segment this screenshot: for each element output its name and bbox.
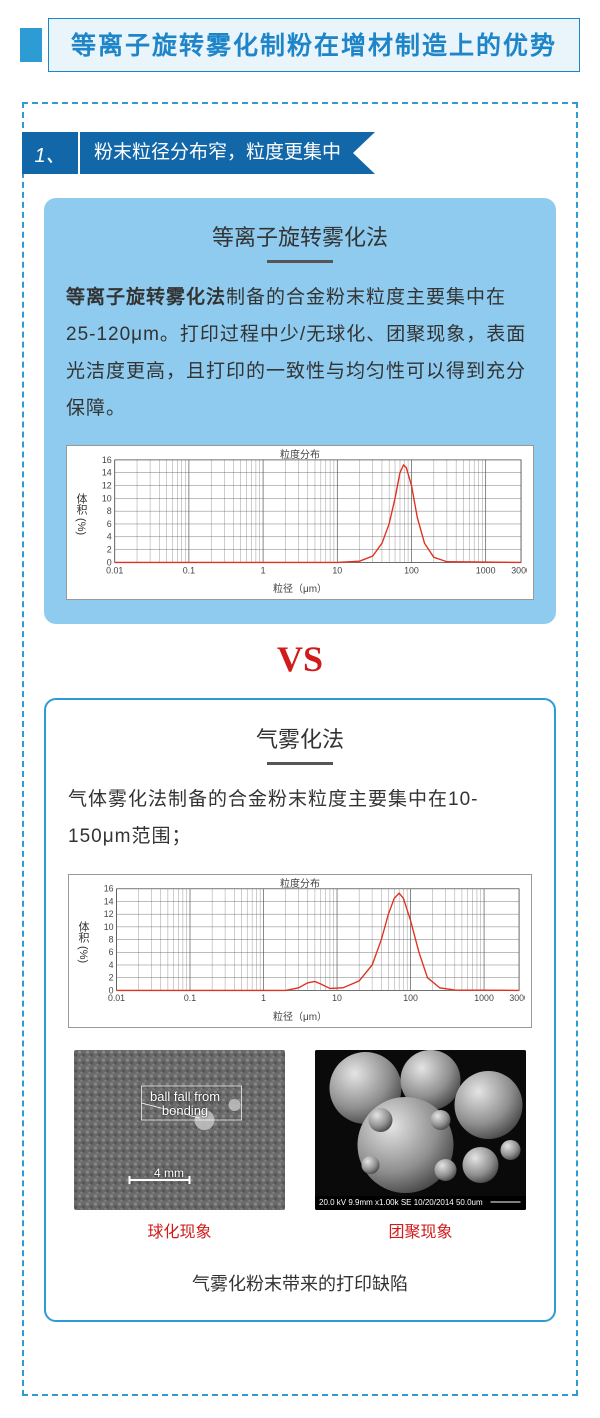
defect-note: 气雾化粉末带来的打印缺陷 [68, 1270, 532, 1296]
sem1-caption: 球化现象 [74, 1218, 285, 1242]
svg-text:1000: 1000 [474, 993, 494, 1003]
sem-col-1: ball fall frombonding 4 mm 球化现象 [74, 1050, 285, 1242]
svg-text:8: 8 [109, 934, 114, 944]
svg-text:6: 6 [109, 947, 114, 957]
svg-text:4: 4 [107, 532, 112, 542]
sem-image-1: ball fall frombonding 4 mm [74, 1050, 285, 1210]
chart-a-svg: 02468101214160.010.111010010003000 [93, 450, 527, 578]
sem1-annotation: ball fall frombonding [150, 1090, 220, 1119]
sem1-scale: 4 mm [154, 1166, 184, 1180]
svg-text:10: 10 [332, 993, 342, 1003]
page-title: 等离子旋转雾化制粉在增材制造上的优势 [48, 18, 580, 72]
vs-label: VS [24, 638, 576, 680]
method-a-title: 等离子旋转雾化法 [66, 220, 534, 252]
svg-text:14: 14 [104, 896, 114, 906]
method-a-body: 等离子旋转雾化法制备的合金粉末粒度主要集中在25-120μm。打印过程中少/无球… [66, 279, 534, 427]
svg-text:1: 1 [261, 565, 266, 575]
title-underline [267, 260, 333, 263]
page-title-bar: 等离子旋转雾化制粉在增材制造上的优势 [20, 18, 580, 72]
chart-a-wrap: 粒度分布 体积 (%) 02468101214160.010.111010010… [66, 445, 534, 600]
svg-text:3000: 3000 [511, 565, 527, 575]
sem2-meta: 20.0 kV 9.9mm x1.00k SE 10/20/2014 50.0u… [319, 1198, 483, 1207]
svg-text:0.1: 0.1 [183, 565, 195, 575]
svg-text:14: 14 [102, 468, 112, 478]
svg-text:100: 100 [404, 565, 419, 575]
svg-text:0.01: 0.01 [106, 565, 123, 575]
method-a-card: 等离子旋转雾化法 等离子旋转雾化法制备的合金粉末粒度主要集中在25-120μm。… [44, 198, 556, 624]
sem-col-2: 20.0 kV 9.9mm x1.00k SE 10/20/2014 50.0u… [315, 1050, 526, 1242]
svg-text:10: 10 [102, 493, 112, 503]
svg-text:0.1: 0.1 [184, 993, 196, 1003]
svg-text:2: 2 [107, 545, 112, 555]
section-number: 1、 [22, 132, 80, 174]
svg-text:0.01: 0.01 [108, 993, 125, 1003]
title-accent [20, 28, 42, 62]
chart-a-ylabel: 体积 (%) [73, 450, 89, 578]
method-b-card: 气雾化法 气体雾化法制备的合金粉末粒度主要集中在10-150μm范围； 粒度分布… [44, 698, 556, 1321]
chart-b-svg: 02468101214160.010.111010010003000 [95, 879, 525, 1006]
svg-text:8: 8 [107, 506, 112, 516]
svg-text:6: 6 [107, 519, 112, 529]
chart-b-wrap: 粒度分布 体积 (%) 02468101214160.010.111010010… [68, 874, 532, 1028]
sem2-caption: 团聚现象 [315, 1218, 526, 1242]
sem-row: ball fall frombonding 4 mm 球化现象 [74, 1050, 526, 1242]
chart-b-ylabel: 体积 (%) [75, 879, 91, 1006]
method-a-body-strong: 等离子旋转雾化法 [66, 287, 226, 308]
method-b-body: 气体雾化法制备的合金粉末粒度主要集中在10-150μm范围； [68, 781, 532, 855]
section-tag: 1、 粉末粒径分布窄，粒度更集中 [22, 132, 375, 174]
svg-text:2: 2 [109, 972, 114, 982]
svg-text:10: 10 [332, 565, 342, 575]
chart-b-mini-title: 粒度分布 [69, 875, 531, 890]
section-label: 粉末粒径分布窄，粒度更集中 [80, 132, 375, 174]
content-outer-box: 1、 粉末粒径分布窄，粒度更集中 等离子旋转雾化法 等离子旋转雾化法制备的合金粉… [22, 102, 578, 1396]
method-b-title: 气雾化法 [68, 722, 532, 754]
svg-text:12: 12 [104, 909, 114, 919]
sem-image-2: 20.0 kV 9.9mm x1.00k SE 10/20/2014 50.0u… [315, 1050, 526, 1210]
svg-text:3000: 3000 [509, 993, 525, 1003]
chart-b-xlabel: 粒径（μm） [75, 1008, 525, 1023]
svg-text:10: 10 [104, 921, 114, 931]
svg-text:1: 1 [261, 993, 266, 1003]
chart-a-xlabel: 粒径（μm） [73, 580, 527, 595]
chart-a-mini-title: 粒度分布 [67, 446, 533, 461]
svg-text:12: 12 [102, 481, 112, 491]
title-underline [267, 762, 333, 765]
svg-text:1000: 1000 [476, 565, 496, 575]
svg-text:100: 100 [403, 993, 418, 1003]
svg-text:4: 4 [109, 959, 114, 969]
